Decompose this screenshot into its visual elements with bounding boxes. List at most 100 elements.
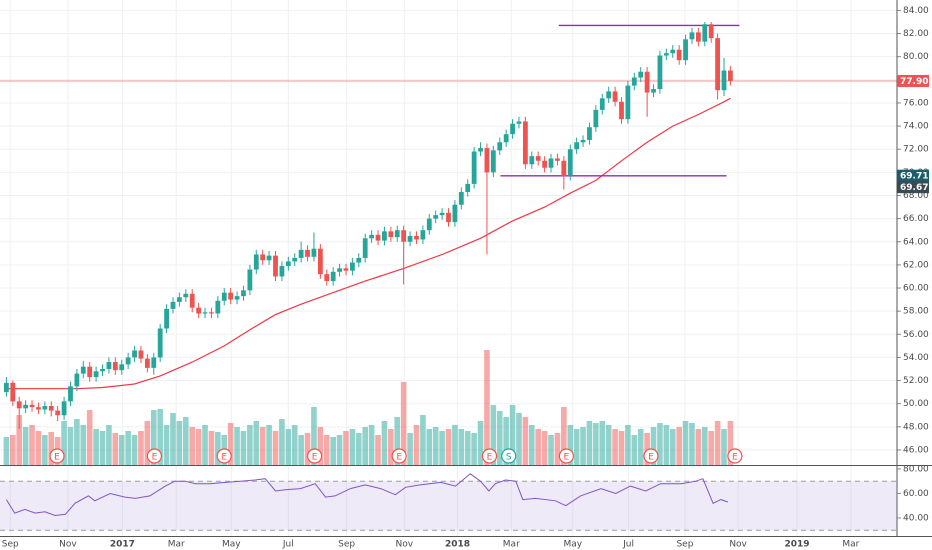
candle-body [151,357,157,368]
volume-bar [253,421,260,465]
volume-bar [573,429,580,465]
volume-bar [496,411,503,465]
candle-body [189,293,195,308]
volume-bar [657,423,663,465]
candle-body [16,401,22,409]
x-tick-label: Jul [282,540,294,550]
candle-body [606,91,612,99]
volume-bar [330,437,336,465]
volume-bar [388,429,394,465]
volume-bar [183,417,189,465]
volume-bar [215,432,221,465]
volume-bar [150,410,157,465]
volume-bar [689,423,695,465]
volume-bar [29,425,35,465]
volume-bar [682,421,689,465]
candle-body [119,364,125,371]
volume-bar [362,427,369,465]
y-tick-label: 84.00 [903,6,929,16]
volume-bar [695,429,702,465]
candle-body [241,290,246,297]
event-marker [558,448,574,464]
volume-bar [291,425,298,465]
candle-body [561,160,567,176]
volume-bar [554,433,561,465]
volume-bar [586,421,593,465]
candle-body [676,49,682,61]
candle-body [503,134,509,143]
x-tick-label: May [563,540,582,550]
candle-body [497,142,503,151]
candle-body [305,249,310,257]
candle-body [580,139,586,143]
candle-body [337,268,342,272]
candle-body [317,248,323,275]
event-marker [216,448,232,464]
y-tick-label: 72.00 [903,145,929,155]
y-tick-label: 80.00 [903,52,929,62]
candle-body [362,238,368,258]
volume-bar [176,421,183,465]
candle-body [247,269,253,291]
volume-bar [599,421,606,465]
candle-body [144,358,150,368]
candle-body [266,255,272,261]
rsi-tick-label: 40.00 [903,513,929,523]
event-label: E [54,453,60,463]
price-label-box [897,169,929,182]
volume-bar [445,429,452,465]
volume-bar [701,427,708,465]
x-tick-label: 2018 [445,540,470,550]
event-marker [501,448,517,464]
candle-body [452,204,458,223]
x-tick-label: Nov [59,540,77,550]
candle-body [93,371,99,378]
candle-body [433,215,439,219]
volume-bar [503,417,509,465]
price-label: 77.90 [900,77,928,87]
volume-bar [471,433,477,465]
candle-body [87,366,93,378]
volume-bar [208,431,215,465]
price-label: 69.71 [900,172,928,182]
volume-bar [452,425,458,465]
volume-bar [61,421,67,465]
candle-body [125,357,131,365]
candle-body [253,254,259,270]
event-marker [481,448,498,464]
candle-body [465,183,471,193]
event-marker [306,448,323,464]
x-tick-label: Sep [2,540,19,550]
candle-body [478,148,483,152]
candle-body [349,262,355,271]
y-tick-label: 62.00 [903,260,929,270]
candle-body [74,373,80,387]
volume-bar [631,435,638,465]
candle-body [529,156,535,165]
candle-body [330,271,336,282]
volume-bar [605,425,612,465]
candle-body [202,312,208,314]
volume-bar [3,437,10,465]
y-tick-label: 76.00 [903,98,929,108]
volume-bar [227,423,234,465]
event-marker [391,448,407,464]
volume-bar [170,413,176,465]
volume-bar [669,429,676,465]
y-tick-label: 56.00 [903,330,929,340]
candle-body [574,142,580,150]
candle-body [542,160,548,168]
event-label: E [732,453,738,463]
volume-bar [458,429,465,465]
candle-body [209,312,214,314]
candle-body [401,230,407,242]
volume-bar [721,429,727,465]
y-tick-label: 60.00 [903,284,929,294]
candle-body [311,248,317,257]
candle-body [555,158,560,161]
volume-bar [356,433,362,465]
volume-bar [593,423,599,465]
volume-bar [86,410,93,465]
candle-body [644,71,650,93]
x-tick-label: Nov [729,540,747,550]
